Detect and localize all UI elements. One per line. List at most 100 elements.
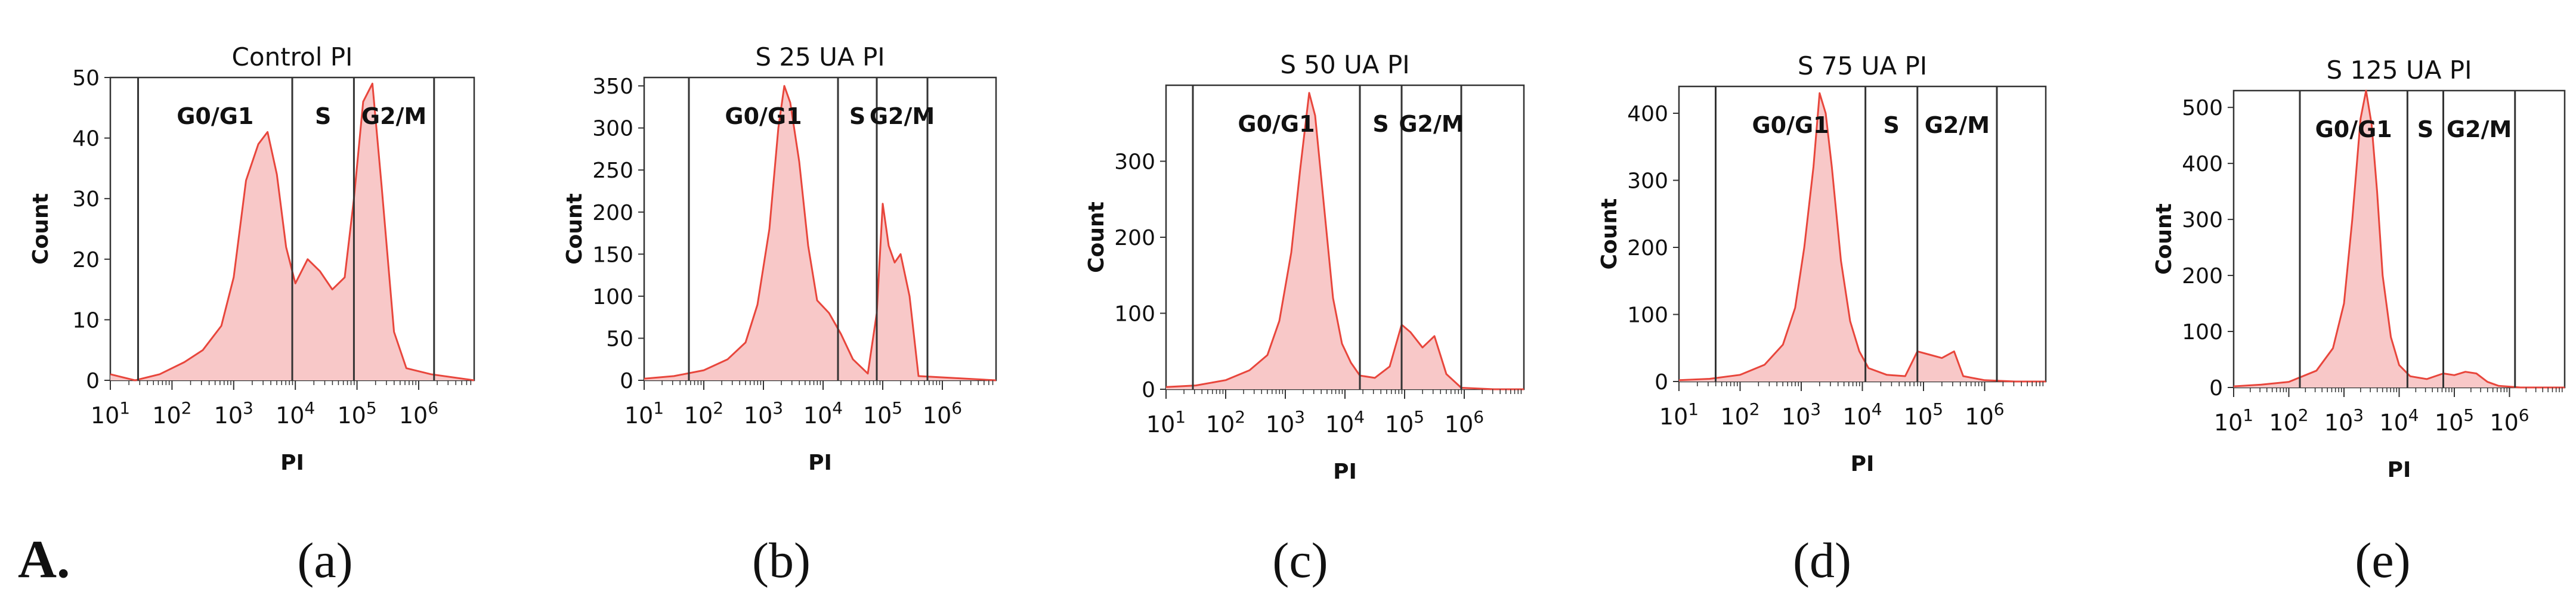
- x-tick-label: 102: [1720, 399, 1759, 430]
- y-tick-label: 200: [2182, 264, 2223, 289]
- y-tick-label: 100: [592, 285, 633, 309]
- histogram-line: [644, 85, 997, 382]
- x-tick-label: 104: [1842, 399, 1882, 430]
- y-axis-label: Count: [1597, 199, 1622, 270]
- chart-title: S 75 UA PI: [1798, 51, 1927, 80]
- gate-label: G0/G1: [2315, 116, 2392, 142]
- y-tick-label: 150: [592, 243, 633, 267]
- y-tick-label: 50: [72, 66, 100, 91]
- y-tick-label: 50: [606, 327, 633, 351]
- plot-frame: [1165, 84, 1525, 390]
- histogram-chart-2: G0/G1 S G2/M 0 50 100 150 200 250 300 350 101 102 103…: [562, 42, 997, 588]
- x-tick-label: 106: [1965, 399, 2004, 430]
- histogram-chart-3: G0/G1 S G2/M 0 100 200 300 101 102 103 104 105 106 S …: [1084, 50, 1525, 588]
- x-tick-label: 102: [684, 398, 723, 429]
- subplot-caption: (b): [752, 533, 811, 588]
- x-tick-label: 104: [2379, 405, 2419, 436]
- x-axis-label: PI: [280, 451, 304, 475]
- plot-frame: [1678, 85, 2047, 383]
- y-tick-label: 100: [1114, 302, 1155, 327]
- histogram-area: [644, 86, 996, 380]
- y-tick-label: 10: [72, 308, 100, 333]
- gate-label: G2/M: [1925, 112, 1990, 138]
- y-tick-label: 200: [1114, 226, 1155, 250]
- x-tick-label: 106: [399, 398, 438, 429]
- x-tick-label: 102: [152, 398, 191, 429]
- gate-label: G0/G1: [177, 103, 253, 129]
- y-tick-label: 300: [1114, 150, 1155, 175]
- x-tick-label: 103: [214, 398, 253, 429]
- gate-label: S: [1372, 111, 1388, 137]
- x-tick-label: 103: [744, 398, 783, 429]
- x-axis-label: PI: [1851, 452, 1875, 476]
- subplot-caption: (e): [2355, 533, 2410, 588]
- gate-label: G2/M: [2447, 116, 2512, 142]
- y-tick-label: 350: [592, 75, 633, 99]
- y-tick-label: 300: [592, 117, 633, 141]
- y-axis-label: Count: [29, 193, 53, 265]
- chart-title: S 25 UA PI: [755, 42, 885, 72]
- gate-label: S: [849, 103, 865, 129]
- x-tick-label: 101: [624, 398, 664, 429]
- y-tick-label: 100: [1627, 303, 1668, 328]
- x-tick-label: 103: [2324, 405, 2364, 436]
- y-tick-label: 300: [2182, 208, 2223, 232]
- gate-label: G2/M: [361, 103, 426, 129]
- y-tick-label: 0: [620, 369, 633, 393]
- x-tick-label: 104: [276, 398, 315, 429]
- x-tick-label: 102: [1206, 407, 1245, 438]
- x-tick-label: 105: [1385, 407, 1424, 438]
- x-tick-label: 105: [2435, 405, 2474, 436]
- gate-label: G0/G1: [725, 103, 802, 129]
- x-tick-label: 102: [2269, 405, 2308, 436]
- chart-title: S 125 UA PI: [2326, 55, 2472, 85]
- histogram-line: [1165, 92, 1524, 390]
- y-tick-label: 250: [592, 159, 633, 183]
- y-tick-label: 400: [1627, 102, 1668, 126]
- x-axis-label: PI: [1333, 460, 1357, 484]
- figure-panel-label: A.: [18, 530, 70, 589]
- y-tick-label: 200: [1627, 236, 1668, 261]
- subplot-caption: (c): [1272, 533, 1328, 588]
- y-tick-label: 0: [2209, 376, 2223, 401]
- y-axis-label: Count: [2152, 203, 2176, 275]
- y-axis-label: Count: [562, 193, 587, 265]
- x-tick-label: 101: [2214, 405, 2253, 436]
- gate-label: G2/M: [1399, 111, 1464, 137]
- gate-label: G2/M: [870, 103, 935, 129]
- histogram-area: [110, 83, 474, 380]
- histogram-line: [110, 82, 475, 382]
- y-tick-label: 100: [2182, 320, 2223, 345]
- x-axis-label: PI: [808, 451, 832, 475]
- x-tick-label: 101: [91, 398, 130, 429]
- x-tick-label: 104: [803, 398, 843, 429]
- gate-label: S: [1884, 112, 1900, 138]
- y-tick-label: 400: [2182, 152, 2223, 176]
- subplot-caption: (a): [297, 533, 352, 588]
- chart-title: Control PI: [232, 42, 353, 72]
- x-tick-label: 106: [2490, 405, 2529, 436]
- gate-label: S: [315, 103, 331, 129]
- x-axis-label: PI: [2388, 458, 2411, 482]
- histogram-chart-4: G0/G1 S G2/M 0 100 200 300 400 101 102 103 104 105 10…: [1597, 51, 2047, 588]
- x-tick-label: 103: [1266, 407, 1305, 438]
- x-tick-label: 105: [1904, 399, 1943, 430]
- y-tick-label: 40: [72, 127, 100, 151]
- y-tick-label: 0: [1655, 370, 1668, 395]
- x-tick-label: 104: [1325, 407, 1365, 438]
- plot-frame: [2232, 89, 2566, 389]
- histogram-chart-5: G0/G1 S G2/M 0 100 200 300 400 500 101 102 103 104 10…: [2152, 55, 2566, 588]
- histogram-chart-1: G0/G1 S G2/M 0 10 20 30 40 50 101 102 103 104 105 106 C…: [29, 42, 475, 588]
- y-tick-label: 500: [2182, 96, 2223, 120]
- gate-label: S: [2417, 116, 2433, 142]
- histogram-line: [2233, 89, 2565, 389]
- x-tick-label: 105: [863, 398, 902, 429]
- x-tick-label: 101: [1146, 407, 1186, 438]
- histogram-line: [1678, 92, 2046, 383]
- x-tick-label: 103: [1782, 399, 1821, 430]
- x-tick-label: 106: [1445, 407, 1484, 438]
- y-tick-label: 0: [1142, 378, 1155, 402]
- gate-label: G0/G1: [1752, 112, 1829, 138]
- y-axis-label: Count: [1084, 201, 1109, 273]
